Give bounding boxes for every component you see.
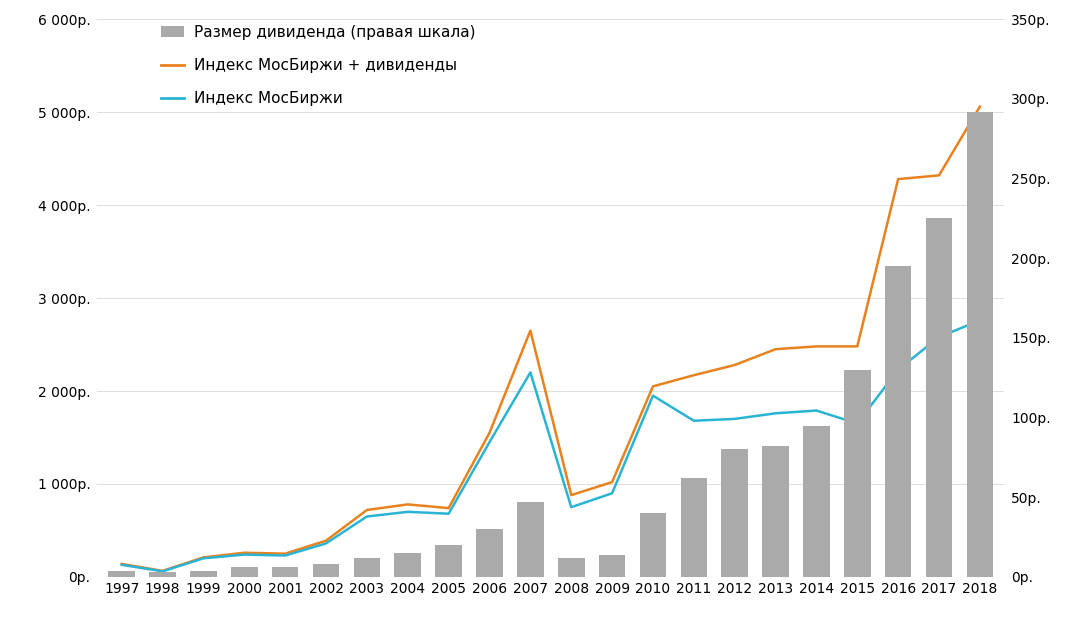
Bar	[926, 219, 953, 577]
Bar	[680, 478, 707, 577]
Bar	[721, 449, 748, 577]
Bar	[272, 567, 298, 577]
Bar	[598, 554, 625, 577]
Bar	[149, 572, 176, 577]
Bar	[108, 570, 135, 577]
Bar	[762, 446, 788, 577]
Bar	[517, 502, 543, 577]
Bar	[435, 545, 462, 577]
Bar	[843, 370, 870, 577]
Bar	[190, 570, 217, 577]
Bar	[476, 529, 503, 577]
Bar	[804, 426, 829, 577]
Legend: Размер дивиденда (правая шкала), Индекс МосБиржи + дивиденды, Индекс МосБиржи: Размер дивиденда (правая шкала), Индекс …	[161, 25, 476, 106]
Bar	[313, 564, 339, 577]
Bar	[558, 558, 584, 577]
Bar	[885, 266, 912, 577]
Bar	[231, 567, 258, 577]
Bar	[639, 513, 666, 577]
Bar	[353, 558, 380, 577]
Bar	[394, 553, 421, 577]
Bar	[967, 112, 994, 577]
